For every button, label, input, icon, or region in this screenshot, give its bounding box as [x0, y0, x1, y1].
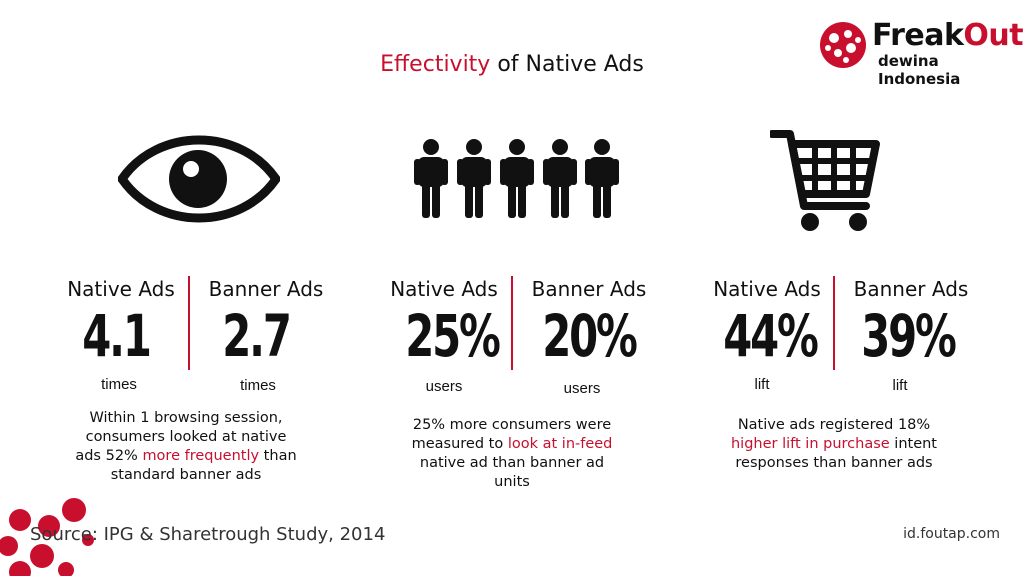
- logo-name: FreakOut: [872, 18, 1024, 53]
- col2-left-label: Native Ads: [390, 277, 498, 301]
- col1-right-unit: times: [240, 377, 276, 394]
- col1-divider: [188, 276, 190, 370]
- freakout-logo: FreakOut dewina Indonesia: [818, 18, 1024, 88]
- col1-desc-line4: standard banner ads: [110, 467, 262, 483]
- col1-left-unit: times: [101, 376, 137, 393]
- col2-desc-line4: units: [494, 474, 530, 490]
- col2-desc-line3: native ad than banner ad: [419, 455, 605, 471]
- col1-left-label: Native Ads: [67, 277, 175, 301]
- col3-left-label: Native Ads: [713, 277, 821, 301]
- col1-desc-text: ads 52%: [75, 448, 143, 464]
- page-title: Effectivity of Native Ads: [0, 52, 1024, 77]
- shopping-cart-icon: [770, 130, 880, 231]
- col3-divider: [833, 276, 835, 370]
- col3-left-value: 44%: [723, 302, 819, 370]
- col1-right-value: 2.7: [222, 302, 292, 370]
- col1-desc-line2: consumers looked at native: [85, 429, 287, 445]
- site-url: id.foutap.com: [903, 526, 1000, 542]
- col1-desc-text2: than: [259, 448, 297, 464]
- col3-desc-line1: Native ads registered 18%: [737, 417, 931, 433]
- col2-right-label: Banner Ads: [531, 277, 647, 301]
- col2-desc-line2: measured to look at in-feed: [392, 435, 632, 454]
- col3-right-unit: lift: [892, 377, 908, 394]
- col3-left-unit: lift: [754, 376, 770, 393]
- people-icon: [414, 139, 619, 218]
- col1-desc-highlight: more frequently: [142, 448, 260, 464]
- col2-left-unit: users: [425, 378, 463, 395]
- col1-description: Within 1 browsing session, consumers loo…: [66, 409, 306, 485]
- title-rest: of Native Ads: [490, 52, 644, 77]
- logo-subtitle: dewina Indonesia: [878, 52, 961, 88]
- logo-dots-icon: [820, 22, 866, 68]
- col3-desc-text: intent: [889, 436, 937, 452]
- title-highlight: Effectivity: [380, 52, 491, 77]
- source-citation: Source: IPG & Sharetrough Study, 2014: [30, 524, 386, 545]
- col3-description: Native ads registered 18% higher lift in…: [714, 416, 954, 473]
- col2-desc-text: measured to: [411, 436, 508, 452]
- col2-desc-line1: 25% more consumers were: [412, 417, 612, 433]
- col3-desc-line2: higher lift in purchase intent: [714, 435, 954, 454]
- col1-right-label: Banner Ads: [208, 277, 324, 301]
- col2-right-unit: users: [563, 380, 601, 397]
- col1-left-value: 4.1: [82, 302, 152, 370]
- col3-desc-highlight: higher lift in purchase: [730, 436, 890, 452]
- col3-desc-line3: responses than banner ads: [735, 455, 933, 471]
- col2-description: 25% more consumers were measured to look…: [392, 416, 632, 492]
- col1-desc-line3: ads 52% more frequently than: [66, 447, 306, 466]
- decorative-dots-icon: [0, 498, 94, 576]
- col2-desc-highlight: look at in-feed: [507, 436, 613, 452]
- col2-divider: [511, 276, 513, 370]
- col3-right-value: 39%: [861, 302, 957, 370]
- col2-left-value: 25%: [405, 302, 501, 370]
- col2-right-value: 20%: [542, 302, 638, 370]
- eye-icon: [118, 135, 280, 223]
- col3-right-label: Banner Ads: [853, 277, 969, 301]
- col1-desc-line1: Within 1 browsing session,: [89, 410, 283, 426]
